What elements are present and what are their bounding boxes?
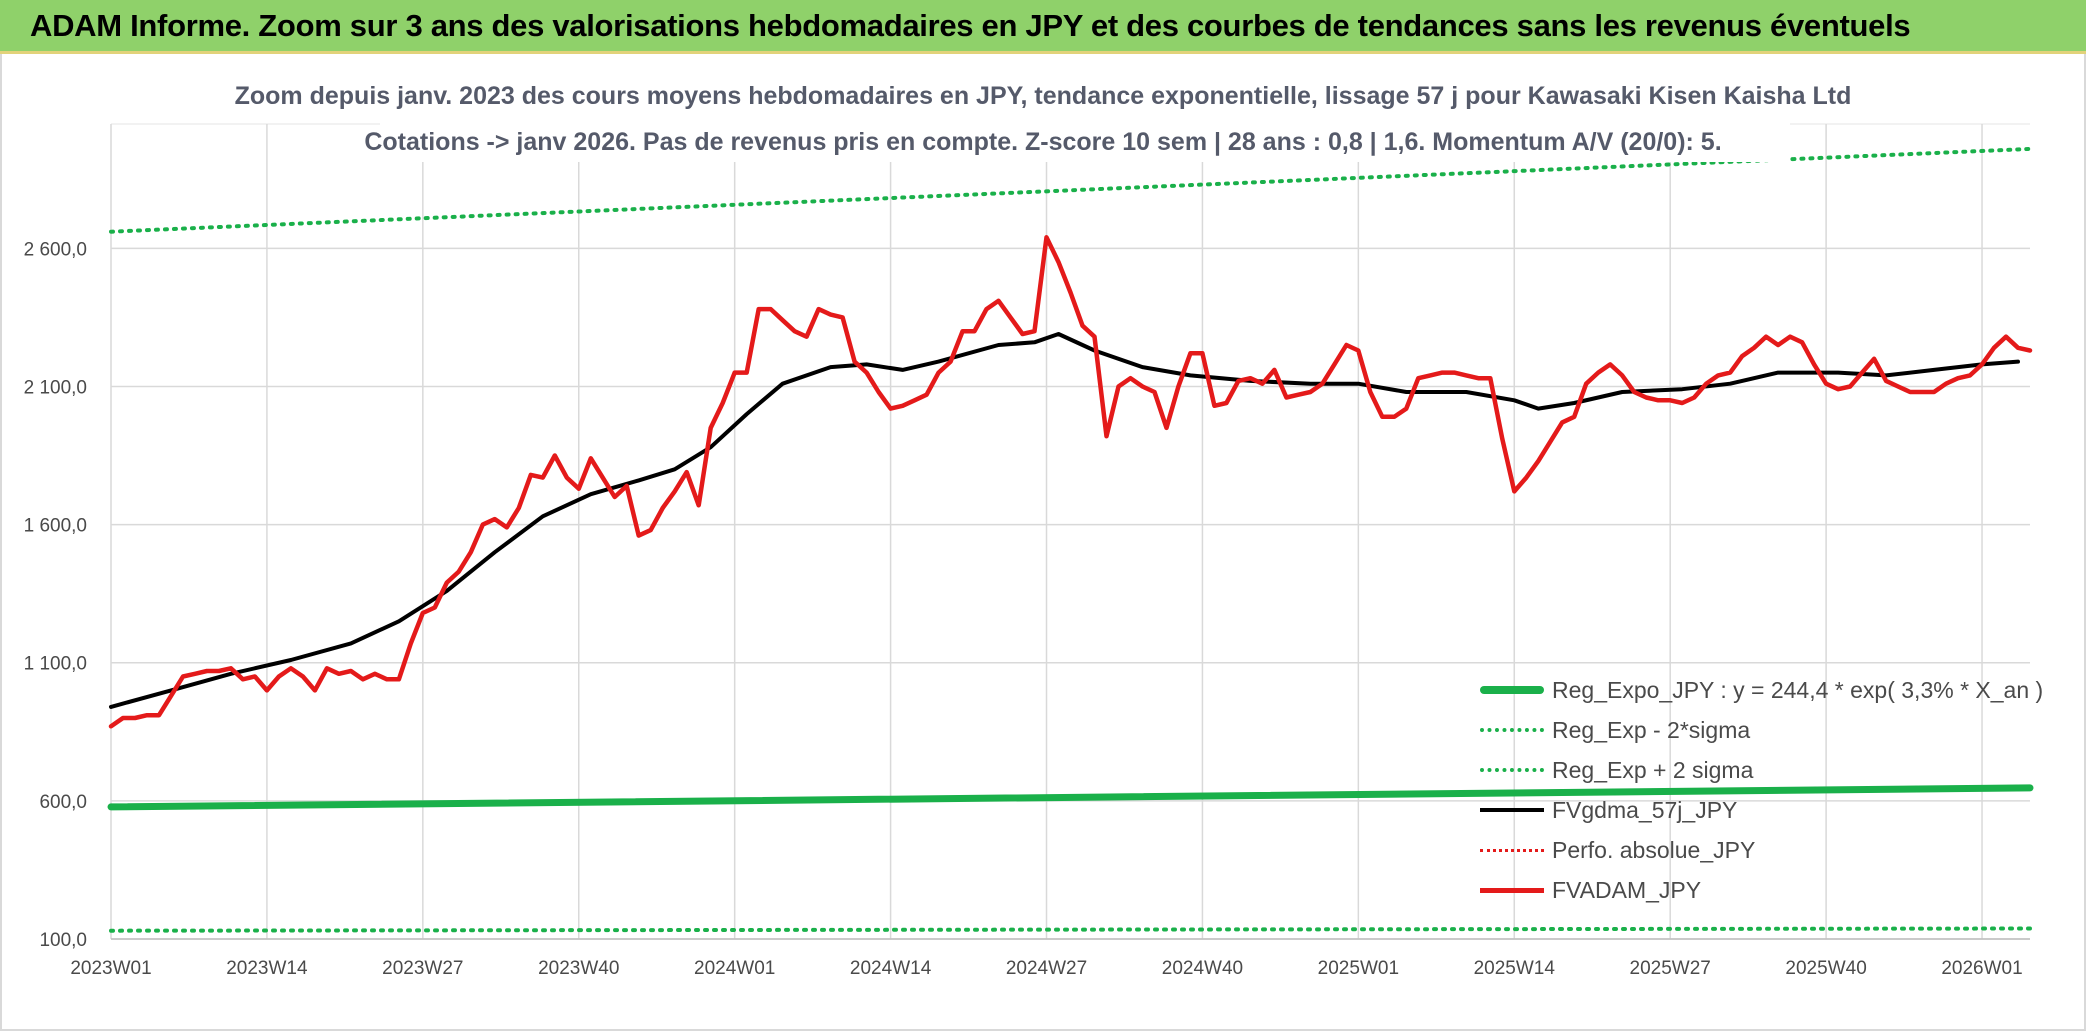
x-tick-label: 2025W27 (1630, 958, 1711, 979)
chart-series (107, 122, 2034, 933)
legend-item-fvgdma: FVgdma_57j_JPY (1480, 790, 2040, 830)
y-tick-label: 1 100,0 (24, 654, 87, 675)
x-axis-ticks: 2023W01 2023W14 2023W27 2023W40 2024W01 2024W… (70, 958, 2022, 979)
legend-label: Reg_Exp - 2*sigma (1552, 716, 1751, 743)
series-fvadam-line (108, 235, 2033, 729)
y-tick-label: 2 600,0 (24, 239, 87, 260)
legend-item-perfo-absolue: Perfo. absolue_JPY (1480, 830, 2040, 870)
x-tick-label: 2023W01 (70, 958, 151, 979)
chart-title-line1: Zoom depuis janv. 2023 des cours moyens … (234, 82, 1852, 110)
y-tick-label: 100,0 (39, 930, 87, 951)
x-tick-label: 2025W14 (1474, 958, 1556, 979)
legend-item-reg-minus-2sigma: Reg_Exp - 2*sigma (1480, 710, 2040, 750)
line-chart: 100,0 600,0 1 100,0 1 600,0 2 100,0 2 600,0 2… (24, 122, 2034, 979)
legend-item-reg-expo: Reg_Expo_JPY : y = 244,4 * exp( 3,3% * X… (1480, 670, 2044, 710)
y-axis-ticks: 100,0 600,0 1 100,0 1 600,0 2 100,0 2 600,0 (24, 239, 87, 951)
legend-swatch-dotted-red (1480, 848, 1544, 852)
header-banner: ADAM Informe. Zoom sur 3 ans des valoris… (0, 0, 2086, 54)
chart-grid (110, 123, 2030, 940)
legend-swatch-solid-green (1480, 686, 1544, 694)
x-tick-label: 2024W40 (1162, 958, 1243, 979)
y-tick-label: 600,0 (39, 792, 87, 813)
legend-swatch-solid-black (1480, 808, 1544, 812)
x-tick-label: 2024W14 (850, 958, 932, 979)
subtitle-mask (380, 122, 1790, 162)
x-tick-label: 2024W01 (694, 958, 775, 979)
chart-legend: Reg_Expo_JPY : y = 244,4 * exp( 3,3% * X… (1480, 670, 2044, 910)
series-fvgdma-line (109, 332, 2020, 709)
x-tick-label: 2025W01 (1318, 958, 1399, 979)
y-tick-label: 2 100,0 (24, 377, 87, 398)
chart-title-line2: Cotations -> janv 2026. Pas de revenus p… (364, 128, 1722, 156)
x-tick-label: 2025W40 (1785, 958, 1866, 979)
legend-swatch-dotted-green (1480, 728, 1544, 732)
legend-swatch-solid-red (1480, 887, 1544, 893)
x-tick-label: 2023W40 (538, 958, 619, 979)
legend-item-fvadam: FVADAM_JPY (1480, 870, 2040, 910)
series-reg-expo-line (107, 784, 2034, 811)
x-tick-label: 2023W14 (226, 958, 308, 979)
legend-label: Reg_Expo_JPY : y = 244,4 * exp( 3,3% * X… (1552, 676, 2044, 703)
chart-frame (0, 54, 2086, 1031)
x-tick-label: 2024W27 (1006, 958, 1087, 979)
legend-label: Reg_Exp + 2 sigma (1552, 756, 1754, 783)
legend-label: Perfo. absolue_JPY (1552, 836, 1756, 863)
series-reg-minus-2sigma-line (109, 926, 2032, 933)
series-reg-plus-2sigma-line (109, 146, 2032, 234)
legend-item-reg-plus-2sigma: Reg_Exp + 2 sigma (1480, 750, 2040, 790)
x-tick-label: 2023W27 (382, 958, 463, 979)
legend-label: FVgdma_57j_JPY (1552, 796, 1738, 823)
y-tick-label: 1 600,0 (24, 516, 87, 537)
report-title: ADAM Informe. Zoom sur 3 ans des valoris… (30, 8, 1911, 43)
legend-label: FVADAM_JPY (1552, 876, 1702, 903)
x-tick-label: 2026W01 (1941, 958, 2022, 979)
legend-swatch-dotted-green (1480, 768, 1544, 772)
